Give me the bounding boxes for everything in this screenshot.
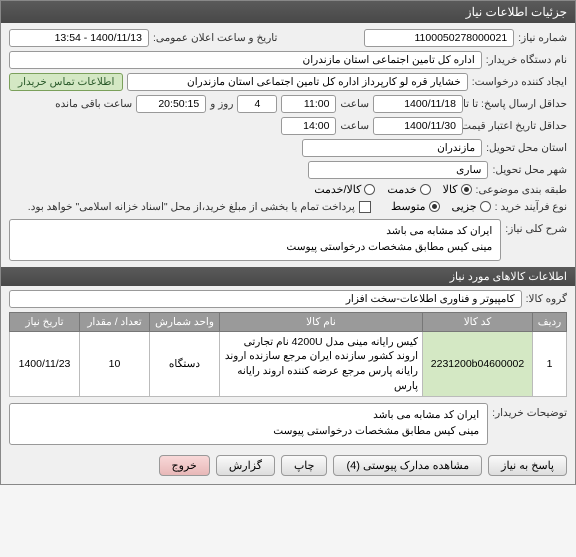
hour-label-1: ساعت — [340, 98, 369, 110]
notes-box: ایران کد مشابه می باشد مینی کیس مطابق مش… — [9, 403, 488, 445]
table-header-row: ردیف کد کالا نام کالا واحد شمارش تعداد /… — [10, 312, 567, 331]
deadline-date: 1400/11/18 — [373, 95, 463, 113]
desc-box: ایران کد مشابه می باشد مینی کیس مطابق مش… — [9, 219, 501, 261]
print-button[interactable]: چاپ — [281, 455, 328, 476]
report-button[interactable]: گزارش — [216, 455, 275, 476]
th-row: ردیف — [533, 312, 567, 331]
deadline-hour: 11:00 — [281, 95, 336, 113]
hour-label-2: ساعت — [340, 120, 369, 132]
req-creator-label: ایجاد کننده درخواست: — [472, 76, 567, 88]
desc-line2: مینی کیس مطابق مشخصات درخواستی پیوست — [18, 240, 492, 256]
day-label: روز و — [210, 98, 233, 110]
city-label: شهر محل تحویل: — [492, 164, 567, 176]
items-header: اطلاعات کالاهای مورد نیاز — [1, 267, 575, 286]
cell-idx: 1 — [533, 331, 567, 397]
radio-kala-label: کالا — [443, 183, 458, 196]
valid-date: 1400/11/30 — [373, 117, 463, 135]
cell-name: کیس رایانه مینی مدل 4200U نام تجارتی ارو… — [220, 331, 423, 397]
radio-both-label: کالا/خدمت — [314, 183, 361, 196]
radio-both[interactable]: کالا/خدمت — [314, 183, 375, 196]
desc-line1: ایران کد مشابه می باشد — [18, 224, 492, 240]
radio-service[interactable]: خدمت — [387, 183, 430, 196]
cell-unit: دستگاه — [150, 331, 220, 397]
exit-button[interactable]: خروج — [159, 455, 210, 476]
cell-date: 1400/11/23 — [10, 331, 80, 397]
radio-medium[interactable]: متوسط — [391, 200, 440, 213]
button-row: پاسخ به نیاز مشاهده مدارک پیوستی (4) چاپ… — [9, 449, 567, 478]
city-field: ساری — [308, 161, 488, 179]
desc-label: شرح کلی نیاز: — [505, 219, 567, 235]
group-label: گروه کالا: — [526, 293, 567, 305]
docs-button[interactable]: مشاهده مدارک پیوستی (4) — [333, 455, 482, 476]
th-unit: واحد شمارش — [150, 312, 220, 331]
need-no-label: شماره نیاز: — [518, 32, 567, 44]
radio-dot-icon — [429, 201, 440, 212]
th-qty: تعداد / مقدار — [80, 312, 150, 331]
buyer-field: اداره کل تامین اجتماعی استان مازندران — [9, 51, 482, 69]
radio-medium-label: متوسط — [391, 200, 426, 213]
titlebar: جزئیات اطلاعات نیاز — [1, 1, 575, 23]
items-table: ردیف کد کالا نام کالا واحد شمارش تعداد /… — [9, 312, 567, 398]
group-field: کامپیوتر و فناوری اطلاعات-سخت افزار — [9, 290, 522, 308]
remaining-time: 20:50:15 — [136, 95, 206, 113]
deadline-label: حداقل ارسال پاسخ: تا تاریخ: — [467, 98, 567, 110]
announce-label: تاریخ و ساعت اعلان عمومی: — [153, 32, 277, 44]
th-code: کد کالا — [423, 312, 533, 331]
th-name: نام کالا — [220, 312, 423, 331]
reply-button[interactable]: پاسخ به نیاز — [488, 455, 567, 476]
radio-dot-icon — [420, 184, 431, 195]
process-radio-group: جزیی متوسط — [391, 200, 491, 213]
buyer-label: نام دستگاه خریدار: — [486, 54, 567, 66]
cell-qty: 10 — [80, 331, 150, 397]
radio-kala[interactable]: کالا — [443, 183, 472, 196]
radio-small[interactable]: جزیی — [452, 200, 491, 213]
table-row[interactable]: 1 2231200b04600002 کیس رایانه مینی مدل 4… — [10, 331, 567, 397]
radio-dot-icon — [461, 184, 472, 195]
days-field: 4 — [237, 95, 277, 113]
req-creator-field: خشایار قره لو کارپرداز اداره کل تامین اج… — [127, 73, 467, 91]
province-label: استان محل تحویل: — [486, 142, 567, 154]
need-no-field: 1100050278000021 — [364, 29, 514, 47]
radio-small-label: جزیی — [452, 200, 477, 213]
dialog-window: جزئیات اطلاعات نیاز شماره نیاز: 11000502… — [0, 0, 576, 485]
notes-line2: مینی کیس مطابق مشخصات درخواستی پیوست — [18, 424, 479, 440]
subject-label: طبقه بندی موضوعی: — [476, 184, 567, 196]
radio-dot-icon — [364, 184, 375, 195]
radio-service-label: خدمت — [387, 183, 416, 196]
contact-button[interactable]: اطلاعات تماس خریدار — [9, 73, 123, 91]
announce-field: 1400/11/13 - 13:54 — [9, 29, 149, 47]
th-date: تاریخ نیاز — [10, 312, 80, 331]
process-label: نوع فرآیند خرید : — [495, 201, 567, 213]
valid-label: حداقل تاریخ اعتبار قیمت: تا تاریخ: — [467, 120, 567, 132]
province-field: مازندران — [302, 139, 482, 157]
form-content: شماره نیاز: 1100050278000021 تاریخ و ساع… — [1, 23, 575, 484]
notes-label: توضیحات خریدار: — [492, 403, 567, 419]
cell-code: 2231200b04600002 — [423, 331, 533, 397]
remaining-label: ساعت باقی مانده — [55, 98, 132, 110]
notes-line1: ایران کد مشابه می باشد — [18, 408, 479, 424]
valid-hour: 14:00 — [281, 117, 336, 135]
pay-note: پرداخت تمام یا بخشی از مبلغ خرید،از محل … — [28, 201, 355, 213]
subject-radio-group: کالا خدمت کالا/خدمت — [314, 183, 471, 196]
treasury-checkbox[interactable] — [359, 201, 371, 213]
radio-dot-icon — [480, 201, 491, 212]
